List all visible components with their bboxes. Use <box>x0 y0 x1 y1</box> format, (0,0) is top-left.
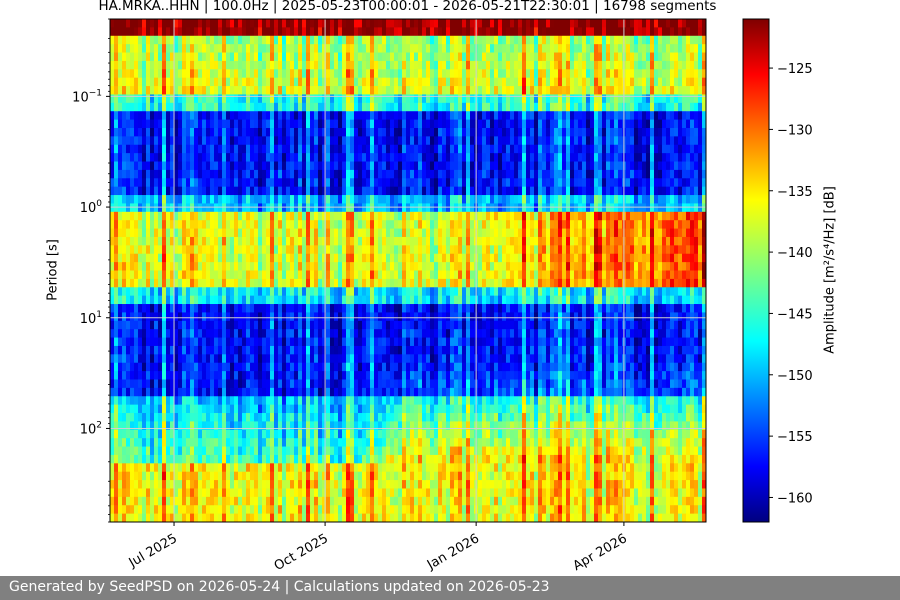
colorbar-tick-label: −135 <box>777 185 813 200</box>
y-axis: 10−1 100 101 102 <box>72 18 110 523</box>
footer-bar: Generated by SeedPSD on 2026-05-24 | Cal… <box>0 576 900 600</box>
x-tick-label: Jan 2026 <box>424 531 482 573</box>
x-tick-label: Jul 2025 <box>126 531 180 571</box>
colorbar-axis: −125 −130 −135 −140 −145 −150 −155 −160 <box>769 62 813 506</box>
y-tick-label: 10−1 <box>72 88 102 105</box>
chart-title: HA.MRKA..HHN | 100.0Hz | 2025-05-23T00:0… <box>98 0 717 14</box>
x-axis: Jul 2025 Oct 2025 Jan 2026 Apr 2026 <box>126 522 630 574</box>
grid-lines <box>110 19 706 522</box>
y-tick-label: 101 <box>80 310 102 327</box>
colorbar-tick-label: −130 <box>777 123 813 138</box>
spectrogram-image <box>110 19 706 522</box>
x-tick-label: Oct 2025 <box>272 531 331 574</box>
plot-frame <box>109 18 707 523</box>
y-tick-label: 102 <box>80 420 102 437</box>
spectrogram-chart: Jul 2025 Oct 2025 Jan 2026 Apr 2026 10−1 100… <box>72 18 813 574</box>
colorbar <box>742 18 770 523</box>
footer-text: Generated by SeedPSD on 2026-05-24 | Cal… <box>9 579 550 595</box>
colorbar-tick-label: −160 <box>777 491 813 506</box>
x-tick-label: Apr 2026 <box>571 531 630 574</box>
colorbar-tick-label: −140 <box>777 246 813 261</box>
y-tick-label: 100 <box>80 199 103 216</box>
colorbar-tick-label: −145 <box>777 307 813 322</box>
colorbar-tick-label: −150 <box>777 369 813 384</box>
colorbar-tick-label: −125 <box>777 62 813 77</box>
colorbar-tick-label: −155 <box>777 430 813 445</box>
